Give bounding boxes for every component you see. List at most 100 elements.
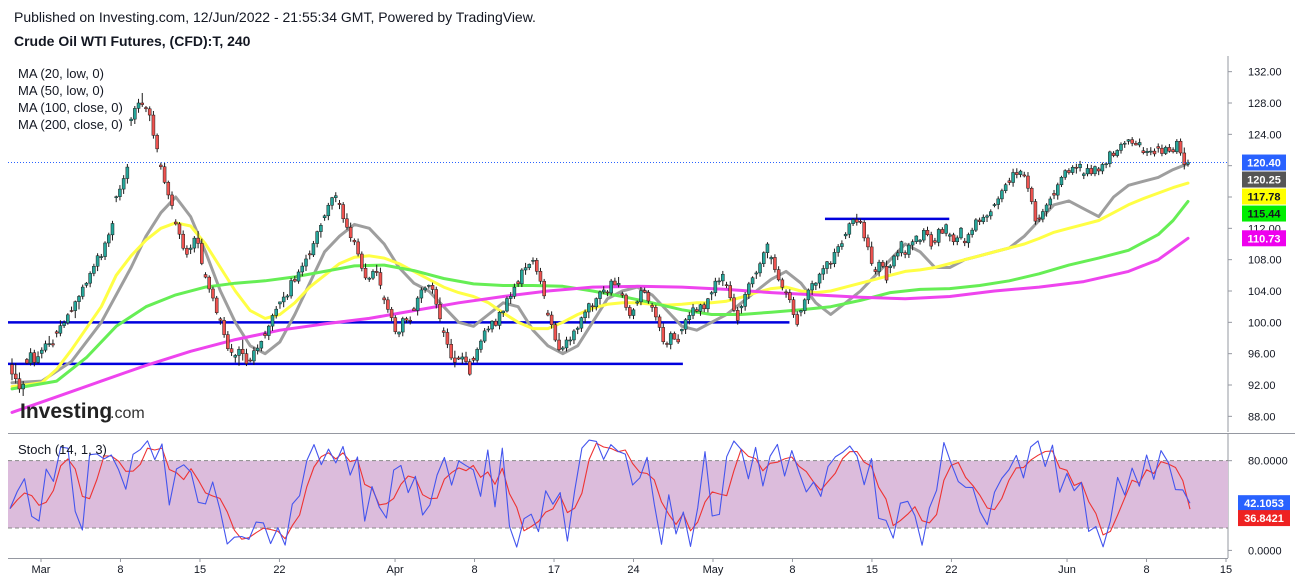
candle-136 (516, 279, 520, 288)
candle-body (527, 263, 532, 268)
candle-139 (527, 263, 532, 271)
candle-7 (36, 351, 40, 365)
price-tick-label-0: 132.00 (1248, 67, 1282, 79)
candle-237 (892, 254, 896, 269)
candle-body (806, 289, 811, 301)
candle-100 (382, 295, 386, 305)
candle-body (1059, 177, 1064, 186)
candle-207 (780, 277, 785, 291)
candle-body (1108, 151, 1112, 165)
candle-27 (110, 220, 115, 241)
candle-32 (129, 117, 133, 126)
candle-body (430, 285, 435, 290)
candle-150 (568, 336, 572, 346)
candle-body (579, 317, 584, 329)
candle-body (1067, 170, 1071, 173)
candle-233 (877, 259, 881, 277)
candle-41 (162, 163, 167, 185)
candle-167 (631, 308, 636, 320)
candle-body (512, 286, 517, 297)
candle-body (144, 107, 148, 110)
candle-230 (866, 234, 870, 251)
candle-248 (933, 237, 937, 245)
candle-body (672, 333, 677, 340)
candle-body (728, 285, 733, 299)
candle-body (17, 378, 22, 390)
candle-127 (482, 328, 487, 344)
candle-body (1003, 184, 1008, 191)
candle-body (862, 222, 866, 239)
candle-112 (427, 284, 431, 289)
candle-body (791, 299, 796, 315)
candle-body (523, 267, 528, 271)
candle-body (211, 288, 215, 299)
candle-body (304, 258, 308, 267)
candle-46 (181, 230, 185, 251)
candle-body (475, 349, 479, 361)
stoch-label-text: 36.8421 (1244, 513, 1284, 525)
candle-body (877, 261, 881, 272)
candle-160 (605, 290, 610, 297)
candle-body (311, 243, 316, 256)
candle-body (121, 178, 126, 190)
candle-body (873, 269, 878, 272)
price-tick-label-9: 96.00 (1248, 349, 1276, 361)
candle-108 (412, 306, 416, 311)
candle-93 (356, 238, 360, 257)
candle-body (147, 108, 152, 116)
stoch_k-line (9, 439, 1191, 548)
candle-body (118, 188, 122, 197)
candle-197 (743, 292, 747, 311)
candle-body (441, 330, 446, 333)
candle-145 (549, 311, 554, 329)
candle-body (1152, 150, 1157, 155)
candle-256 (962, 238, 967, 247)
price-label-box (1242, 188, 1286, 205)
candle-body (159, 164, 163, 168)
candle-313 (1175, 139, 1179, 154)
candle-220 (828, 261, 833, 269)
candle-body (415, 297, 420, 311)
candle-192 (724, 281, 729, 289)
candle-272 (1022, 171, 1027, 178)
candle-196 (739, 304, 744, 314)
price-label-text: 110.73 (1247, 233, 1280, 245)
candle-body (214, 297, 219, 313)
candle-body (516, 281, 520, 285)
candle-body (721, 273, 725, 282)
candle-266 (1000, 188, 1004, 203)
candle-181 (683, 318, 688, 335)
candle-body (501, 310, 505, 314)
candle-body (1078, 164, 1082, 169)
price-tick-label-7: 104.00 (1248, 286, 1282, 298)
candle-6 (32, 349, 37, 367)
candle-body (248, 359, 252, 362)
candle-body (326, 204, 331, 217)
candle-body (453, 357, 457, 363)
candle-204 (769, 255, 773, 265)
candle-body (449, 344, 453, 359)
candle-13 (58, 320, 63, 337)
candle-body (855, 219, 859, 223)
price-tick-label-2: 124.00 (1248, 129, 1282, 141)
candle-72 (278, 301, 282, 309)
candle-280 (1052, 189, 1056, 200)
candle-269 (1011, 168, 1015, 187)
candle-154 (583, 309, 587, 323)
candle-110 (419, 287, 424, 303)
candle-39 (155, 133, 159, 153)
candle-228 (858, 218, 863, 224)
candle-157 (594, 297, 599, 311)
candle-64 (248, 357, 252, 363)
candle-245 (922, 228, 926, 243)
candle-66 (255, 344, 260, 355)
candle-151 (572, 329, 576, 345)
candle-314 (1178, 138, 1183, 156)
candle-body (1044, 204, 1049, 212)
candle-0 (10, 358, 14, 381)
candle-body (233, 355, 238, 358)
candle-21 (88, 271, 92, 288)
candle-body (561, 347, 565, 350)
candle-body (404, 318, 409, 321)
candle-body (914, 235, 919, 242)
